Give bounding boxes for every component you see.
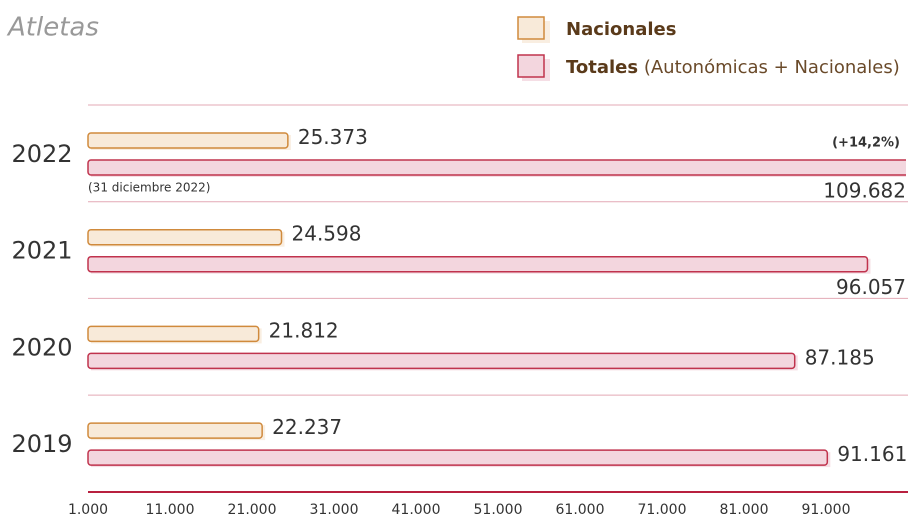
bar xyxy=(87,449,829,466)
bar xyxy=(87,228,283,246)
x-tick-label: 91.000 xyxy=(802,502,851,518)
annotation: (+14,2%) xyxy=(832,136,900,151)
x-tick-label: 21.000 xyxy=(228,502,277,518)
x-tick-label: 51.000 xyxy=(474,502,523,518)
chart-title: Atletas xyxy=(6,13,99,43)
bar xyxy=(87,325,260,343)
value-label: 96.057 xyxy=(836,275,906,299)
y-tick-label: 2021 xyxy=(11,237,72,265)
legend-name: Nacionales xyxy=(566,19,676,40)
legend-name: Totales xyxy=(566,57,638,78)
value-label: 87.185 xyxy=(805,345,875,369)
bar xyxy=(87,132,289,149)
bar xyxy=(87,422,263,439)
y-tick-label: 2020 xyxy=(11,333,72,361)
value-label: 91.161 xyxy=(837,442,907,466)
annotation: (31 diciembre 2022) xyxy=(88,181,210,195)
value-label: 109.682 xyxy=(823,179,906,203)
value-label: 21.812 xyxy=(269,318,339,342)
legend-swatch xyxy=(517,16,545,40)
legend-swatch xyxy=(517,54,545,78)
bar xyxy=(87,255,869,273)
bar xyxy=(87,159,906,176)
plot-area xyxy=(87,132,906,468)
x-tick-label: 31.000 xyxy=(310,502,359,518)
x-tick-label: 11.000 xyxy=(146,502,195,518)
bar xyxy=(87,352,796,370)
x-tick-label: 61.000 xyxy=(556,502,605,518)
value-label: 22.237 xyxy=(272,415,342,439)
x-tick-label: 71.000 xyxy=(638,502,687,518)
legend-label: Nacionales xyxy=(566,19,676,40)
x-tick-label: 1.000 xyxy=(68,502,108,518)
y-tick-label: 2022 xyxy=(11,140,72,168)
x-tick-label: 41.000 xyxy=(392,502,441,518)
y-tick-label: 2019 xyxy=(11,430,72,458)
value-label: 25.373 xyxy=(298,125,368,149)
x-tick-label: 81.000 xyxy=(720,502,769,518)
legend-label: Totales (Autonómicas + Nacionales) xyxy=(566,57,900,78)
value-label: 24.598 xyxy=(292,222,362,246)
legend-detail: (Autonómicas + Nacionales) xyxy=(644,57,900,78)
